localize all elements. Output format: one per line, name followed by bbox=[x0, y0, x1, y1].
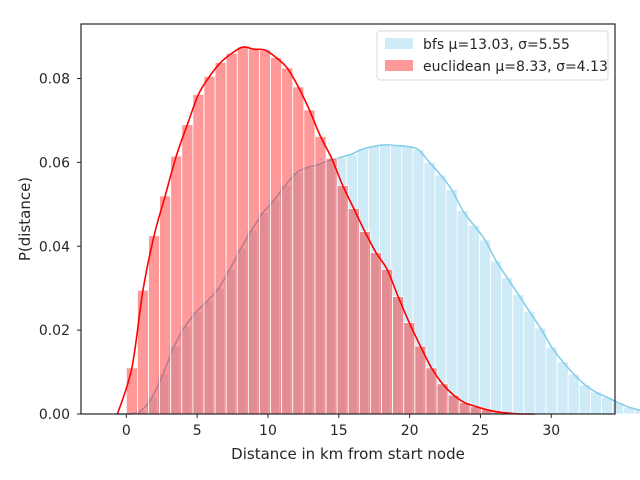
euclidean-bar-3 bbox=[159, 195, 172, 415]
y-tick-label-3: 0.06 bbox=[39, 155, 70, 171]
bfs-bar-29 bbox=[445, 189, 458, 415]
legend-swatch-euclidean bbox=[385, 60, 413, 71]
legend: bfs μ=13.03, σ=5.55 euclidean μ=8.33, σ=… bbox=[376, 30, 609, 81]
euclidean-bar-14 bbox=[281, 67, 294, 415]
euclidean-bar-17 bbox=[314, 135, 327, 415]
euclidean-bar-15 bbox=[292, 86, 305, 415]
euclidean-bars bbox=[125, 46, 516, 415]
euclidean-bar-7 bbox=[203, 76, 216, 415]
euclidean-bar-20 bbox=[347, 208, 360, 415]
euclidean-bar-1 bbox=[137, 289, 149, 415]
euclidean-bar-6 bbox=[192, 94, 205, 415]
y-tick-label-0: 0.00 bbox=[39, 407, 70, 423]
euclidean-bar-12 bbox=[259, 49, 271, 415]
euclidean-bar-26 bbox=[414, 345, 427, 415]
y-axis-label: P(distance) bbox=[16, 177, 34, 261]
bfs-bar-35 bbox=[512, 294, 525, 415]
euclidean-bar-25 bbox=[403, 322, 416, 415]
euclidean-bar-24 bbox=[392, 296, 405, 415]
x-tick-label-15: 15 bbox=[330, 423, 348, 439]
x-axis-label: Distance in km from start node bbox=[231, 445, 465, 463]
legend-swatch-bfs bbox=[385, 38, 413, 49]
bfs-bar-30 bbox=[456, 210, 469, 415]
bfs-bar-36 bbox=[523, 310, 536, 415]
bfs-bar-42 bbox=[589, 391, 602, 415]
euclidean-bar-0 bbox=[125, 367, 138, 415]
y-tick-label-4: 0.08 bbox=[39, 72, 70, 88]
x-tick-label-0: 0 bbox=[122, 423, 131, 439]
euclidean-bar-18 bbox=[325, 157, 338, 415]
x-tick-label-25: 25 bbox=[472, 423, 490, 439]
x-tick-label-5: 5 bbox=[193, 423, 202, 439]
x-tick-label-20: 20 bbox=[401, 423, 419, 439]
bfs-bar-38 bbox=[545, 346, 558, 415]
euclidean-bar-9 bbox=[225, 52, 238, 415]
euclidean-kde-line bbox=[116, 46, 535, 415]
x-tick-label-30: 30 bbox=[542, 423, 560, 439]
y-tick-label-2: 0.04 bbox=[39, 239, 70, 255]
euclidean-bar-16 bbox=[303, 109, 316, 415]
bfs-bar-37 bbox=[534, 327, 547, 415]
euclidean-bar-5 bbox=[181, 124, 194, 415]
plot-frame bbox=[80, 23, 616, 415]
euclidean-bar-10 bbox=[236, 46, 249, 415]
euclidean-bar-19 bbox=[336, 185, 349, 415]
legend-box bbox=[376, 30, 609, 81]
euclidean-bar-23 bbox=[381, 268, 394, 415]
euclidean-bar-2 bbox=[148, 235, 161, 415]
bfs-bar-39 bbox=[556, 361, 569, 415]
legend-label-bfs: bfs μ=13.03, σ=5.55 bbox=[423, 37, 570, 53]
y-tick-label-1: 0.02 bbox=[39, 323, 70, 339]
x-tick-label-10: 10 bbox=[259, 423, 277, 439]
euclidean-bar-11 bbox=[247, 48, 260, 415]
legend-label-euclidean: euclidean μ=8.33, σ=4.13 bbox=[423, 59, 608, 75]
euclidean-bar-22 bbox=[370, 252, 382, 415]
bfs-bar-31 bbox=[467, 224, 480, 415]
bfs-bar-40 bbox=[567, 373, 580, 415]
bfs-bar-46 bbox=[634, 409, 640, 415]
euclidean-bar-21 bbox=[358, 231, 371, 415]
euclidean-bar-4 bbox=[170, 155, 183, 415]
euclidean-bar-13 bbox=[270, 57, 283, 415]
bfs-bar-32 bbox=[479, 239, 491, 415]
bfs-bar-34 bbox=[501, 277, 514, 415]
bfs-bar-33 bbox=[490, 260, 503, 415]
x-axis-ticks: 0 5 10 15 20 25 30 bbox=[122, 414, 560, 439]
euclidean-bar-8 bbox=[214, 62, 227, 415]
bfs-bar-41 bbox=[578, 384, 591, 415]
y-axis-ticks: 0.00 0.02 0.04 0.06 0.08 bbox=[39, 72, 81, 423]
